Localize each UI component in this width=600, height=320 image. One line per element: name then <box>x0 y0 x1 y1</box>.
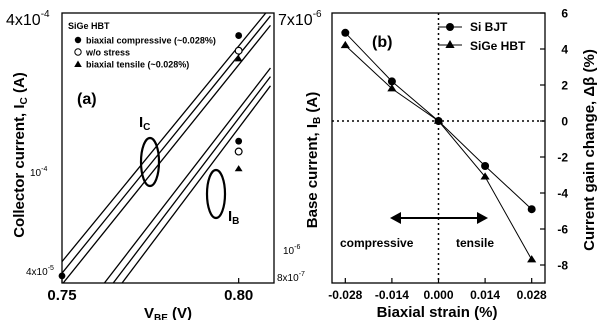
panel-a-legend: SiGe HBT biaxial compressive (~0.028%) w… <box>68 21 216 70</box>
panel-b-y-tick-label-7: -8 <box>557 259 568 273</box>
tensile-annotation: tensile <box>456 236 494 250</box>
panel-a-x-tick-label-0: 0.75 <box>47 287 76 304</box>
ib-curve-series-2 <box>121 85 271 283</box>
ib-data-marker-series-2 <box>234 165 243 172</box>
compressive-annotation: compressive <box>340 236 414 250</box>
legend-si-bjt-marker <box>446 23 454 31</box>
data-point-si-bjt-4 <box>527 205 536 214</box>
panel-a-left-tick-mid: 10-4 <box>30 166 47 179</box>
ic-data-marker-series-1 <box>234 46 243 55</box>
panel-b-y-tick-label-1: 4 <box>561 43 568 57</box>
ic-curve-series-2 <box>62 24 271 283</box>
panel-b-legend: Si BJT SiGe HBT <box>438 20 526 53</box>
panel-a-right-tick-top: 7x10-6 <box>278 9 322 29</box>
panel-b-y-tick-label-3: 0 <box>561 115 568 129</box>
data-point-sige-hbt-3 <box>480 172 490 180</box>
panel-b-letter: (b) <box>372 34 392 51</box>
data-point-sige-hbt-2 <box>433 116 444 124</box>
panel-b-legend-label-si-bjt: Si BJT <box>470 20 508 34</box>
panel-a-x-axis: 0.75 0.80 <box>47 278 253 304</box>
data-point-sige-hbt-4 <box>527 255 537 263</box>
panel-b-y-tick-label-6: -6 <box>557 223 568 237</box>
panel-a-legend-title: SiGe HBT <box>68 21 110 31</box>
panel-b-y-label: Current gain change, Δβ (%) <box>581 49 598 251</box>
panel-a-right-tick-mid: 10-6 <box>283 244 300 257</box>
legend-sige-hbt-marker <box>445 40 455 48</box>
panel-b: -0.028 -0.014 0.000 0.014 0.028 6 4 2 0 -2 -4 -6 -8… <box>328 7 598 320</box>
data-point-si-bjt-3 <box>481 162 490 170</box>
panel-a-legend-item-compressive: biaxial compressive (~0.028%) <box>74 36 216 46</box>
data-point-si-bjt-0 <box>341 28 350 37</box>
ib-curve-series-0 <box>103 67 271 283</box>
panel-b-x-tick-label-2: 0.000 <box>423 288 453 302</box>
panel-a-left-tick-top: 4x10-4 <box>6 9 50 29</box>
panel-a-right-tick-bottom: 8x10-7 <box>277 271 305 284</box>
ic-annotation: IC <box>139 114 150 133</box>
panel-b-legend-label-sige-hbt: SiGe HBT <box>470 39 526 53</box>
ib-group-ellipse <box>205 168 227 220</box>
series-line-sige-hbt <box>344 45 533 260</box>
strain-direction-arrow <box>390 212 488 224</box>
panel-a-legend-label-no-stress: w/o stress <box>85 48 130 58</box>
panel-b-x-axis: -0.028 -0.014 0.000 0.014 0.028 <box>328 278 547 302</box>
data-point-si-bjt-1 <box>387 77 396 86</box>
panel-a-legend-item-no-stress: w/o stress <box>74 48 130 58</box>
panel-b-x-tick-label-1: -0.014 <box>375 288 409 302</box>
panel-a-y-right-label: Base current, IB (A) <box>304 92 323 228</box>
panel-b-y-tick-label-5: -4 <box>557 187 568 201</box>
panel-b-x-label: Biaxial strain (%) <box>377 304 498 320</box>
ic-curve-series-1 <box>62 15 271 274</box>
panel-b-x-tick-label-0: -0.028 <box>328 288 362 302</box>
panel-a-legend-label-compressive: biaxial compressive (~0.028%) <box>86 36 216 46</box>
ib-curve-series-1 <box>112 76 271 283</box>
panel-a-legend-label-tensile: biaxial tensile (~0.028%) <box>86 60 189 70</box>
panel-a: Collector current, IC (A) 4x10-4 10-4 4x… <box>6 9 322 320</box>
ic-data-marker-series-0 <box>235 32 243 39</box>
ib-data-marker-series-1 <box>234 147 243 156</box>
panel-b-y-axis: 6 4 2 0 -2 -4 -6 -8 <box>540 7 568 273</box>
panel-b-y-tick-label-2: 2 <box>561 79 568 93</box>
legend-filled-triangle-marker <box>74 60 82 67</box>
data-point-sige-hbt-1 <box>387 84 397 92</box>
data-point-sige-hbt-0 <box>340 40 350 49</box>
ic-data-marker-series-2 <box>234 55 243 62</box>
panel-a-letter: (a) <box>77 91 97 108</box>
panel-b-x-tick-label-4: 0.028 <box>517 288 547 302</box>
panel-a-frame <box>61 12 275 284</box>
legend-open-circle-marker <box>74 48 82 56</box>
ib-data-marker-series-0 <box>235 137 243 145</box>
panel-b-x-tick-label-3: 0.014 <box>470 288 500 302</box>
panel-a-legend-item-tensile: biaxial tensile (~0.028%) <box>74 60 189 70</box>
panel-a-y-left-label: Collector current, IC (A) <box>11 72 30 238</box>
panel-a-plot-area <box>58 12 275 284</box>
legend-filled-circle-marker <box>74 36 82 44</box>
ic-group-ellipse <box>139 136 161 188</box>
panel-a-x-tick-label-1: 0.80 <box>224 287 253 304</box>
panel-b-y-tick-label-4: -2 <box>557 151 568 165</box>
ic-edge-marker <box>58 272 66 280</box>
panel-b-y-tick-label-0: 6 <box>561 7 568 21</box>
panel-a-left-tick-bottom: 4x10-5 <box>26 265 54 278</box>
arrow-head-right <box>477 212 488 224</box>
ib-annotation: IB <box>228 208 239 227</box>
panel-a-x-label: VBE (V) <box>144 305 192 320</box>
arrow-head-left <box>390 212 401 224</box>
